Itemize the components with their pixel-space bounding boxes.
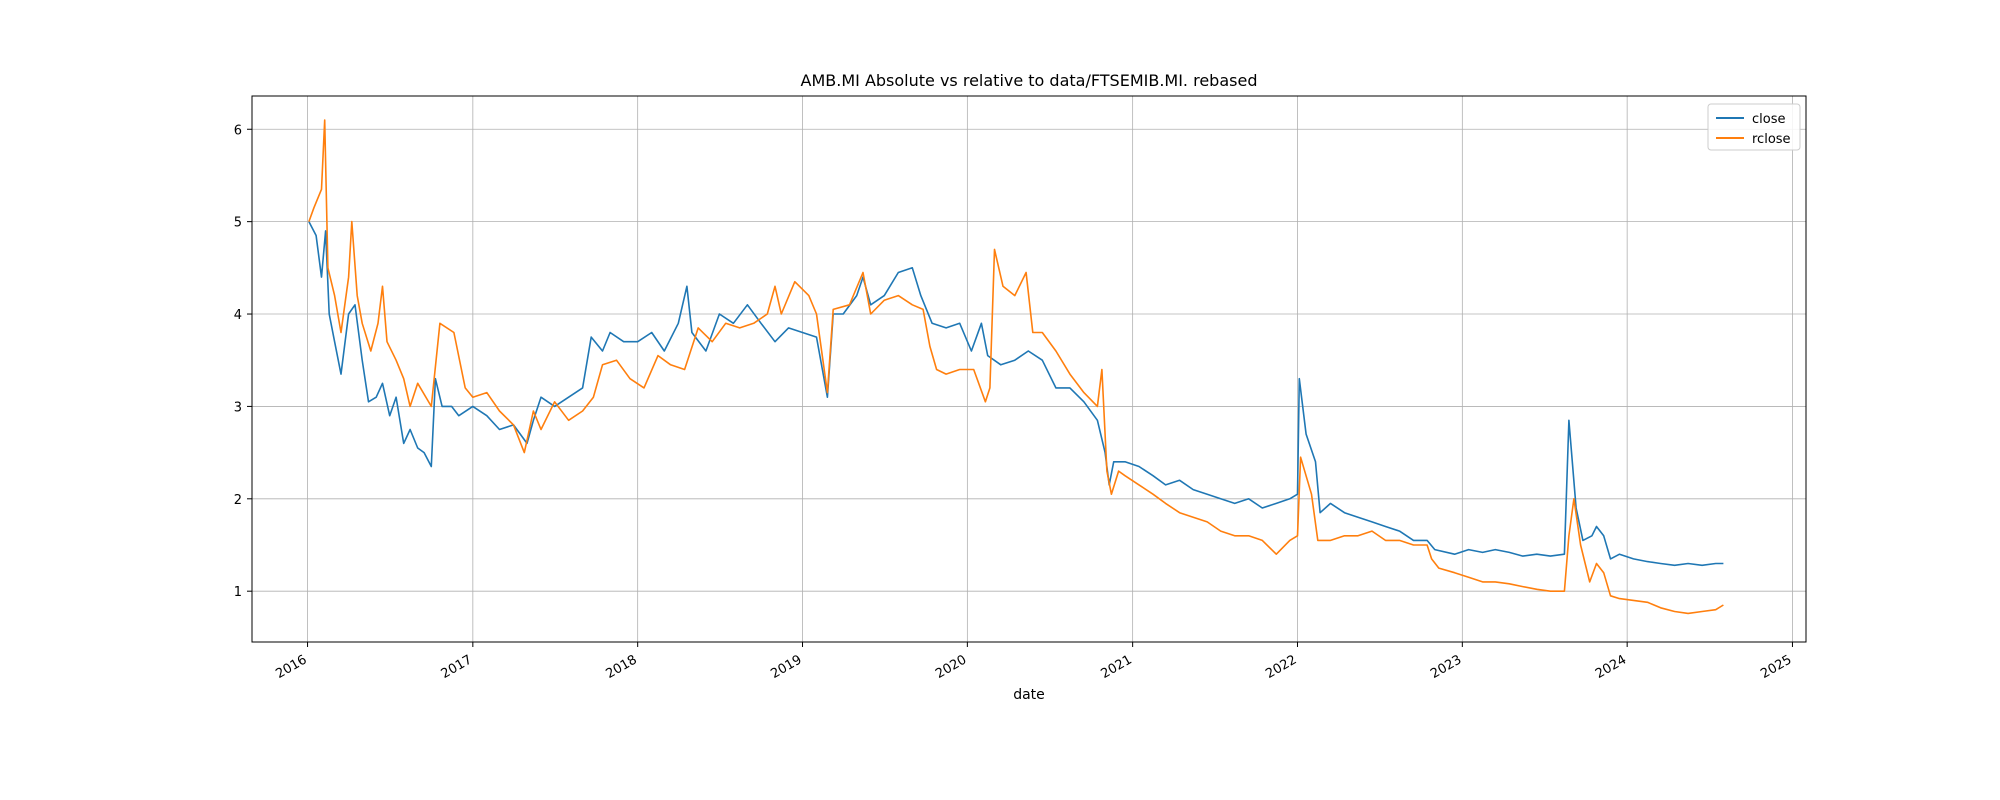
- legend: close rclose: [1707, 103, 1801, 151]
- series-line-close: [308, 221, 1724, 567]
- y-tick-label: 5: [234, 216, 242, 231]
- y-tick-label: 1: [234, 585, 242, 600]
- legend-label-rclose: rclose: [1752, 132, 1791, 147]
- chart-title: AMB.MI Absolute vs relative to data/FTSE…: [801, 71, 1258, 90]
- y-tick-label: 6: [234, 123, 242, 138]
- grid: [252, 96, 1806, 642]
- x-axis-label: date: [1013, 687, 1045, 703]
- y-tick-label: 2: [234, 493, 242, 508]
- axes-frame: [251, 95, 1807, 643]
- y-tick-label: 3: [234, 400, 242, 415]
- series-layer: [308, 119, 1724, 615]
- legend-label-close: close: [1752, 112, 1785, 127]
- y-tick-label: 4: [234, 308, 242, 323]
- series-line-rclose: [308, 119, 1724, 615]
